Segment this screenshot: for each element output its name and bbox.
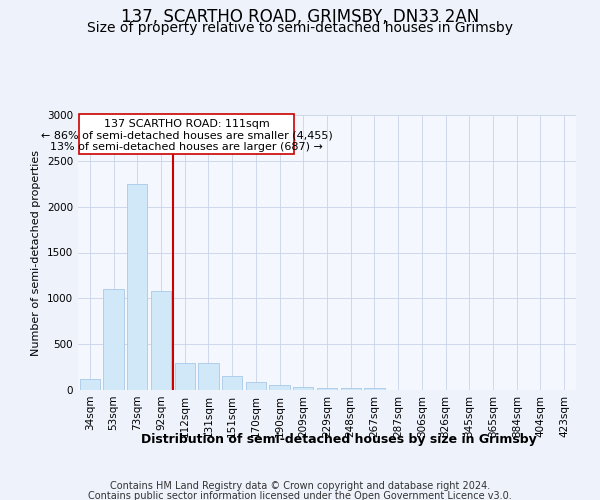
- Bar: [175, 364, 195, 390]
- Bar: [151, 291, 171, 390]
- Text: Contains HM Land Registry data © Crown copyright and database right 2024.: Contains HM Land Registry data © Crown c…: [110, 481, 490, 491]
- Text: Distribution of semi-detached houses by size in Grimsby: Distribution of semi-detached houses by …: [141, 432, 537, 446]
- Bar: [103, 289, 124, 390]
- Bar: [293, 387, 313, 390]
- Bar: [341, 388, 361, 390]
- Text: Contains public sector information licensed under the Open Government Licence v3: Contains public sector information licen…: [88, 491, 512, 500]
- Bar: [364, 388, 385, 390]
- Text: ← 86% of semi-detached houses are smaller (4,455): ← 86% of semi-detached houses are smalle…: [41, 130, 332, 140]
- Bar: [222, 376, 242, 390]
- Text: Size of property relative to semi-detached houses in Grimsby: Size of property relative to semi-detach…: [87, 21, 513, 35]
- FancyBboxPatch shape: [79, 114, 294, 154]
- Bar: [269, 386, 290, 390]
- Bar: [80, 379, 100, 390]
- Bar: [199, 364, 218, 390]
- Bar: [127, 184, 148, 390]
- Text: 13% of semi-detached houses are larger (687) →: 13% of semi-detached houses are larger (…: [50, 142, 323, 152]
- Text: 137, SCARTHO ROAD, GRIMSBY, DN33 2AN: 137, SCARTHO ROAD, GRIMSBY, DN33 2AN: [121, 8, 479, 26]
- Bar: [246, 382, 266, 390]
- Bar: [317, 388, 337, 390]
- Y-axis label: Number of semi-detached properties: Number of semi-detached properties: [31, 150, 41, 356]
- Text: 137 SCARTHO ROAD: 111sqm: 137 SCARTHO ROAD: 111sqm: [104, 119, 269, 129]
